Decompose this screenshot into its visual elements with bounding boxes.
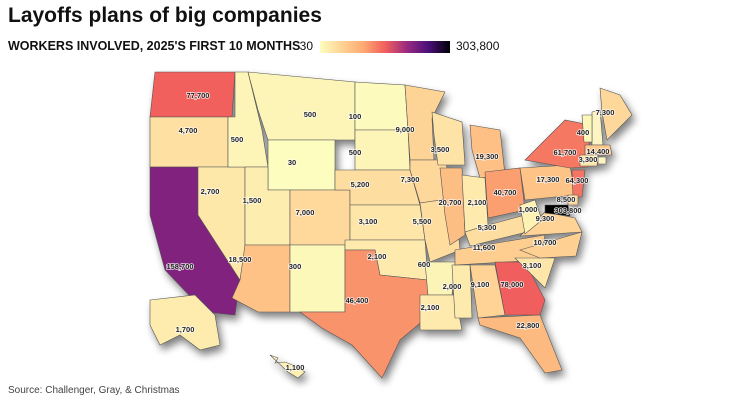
state [599, 87, 633, 141]
state-value-label: 9,100 [471, 280, 490, 289]
state-value-label: 64,300 [566, 176, 589, 185]
state-value-label: 7,300 [401, 175, 420, 184]
state-value-label: 40,700 [494, 188, 517, 197]
state-value-label: 30 [288, 158, 296, 167]
title: Layoffs plans of big companies [8, 4, 322, 27]
state [267, 139, 336, 191]
state [354, 81, 409, 131]
state [567, 194, 579, 206]
state-value-label: 61,700 [554, 148, 577, 157]
state [477, 314, 563, 374]
state [431, 111, 466, 166]
state-value-label: 46,400 [346, 296, 369, 305]
state-value-label: 500 [349, 148, 362, 157]
state-value-label: 158,700 [166, 262, 193, 271]
state [354, 129, 411, 171]
state-value-label: 78,000 [501, 280, 524, 289]
state-value-label: 19,300 [476, 152, 499, 161]
state-value-label: 1,000 [519, 205, 538, 214]
state-value-label: 400 [577, 128, 590, 137]
state-value-label: 2,700 [201, 187, 220, 196]
state-value-label: 11,600 [473, 243, 496, 252]
state-value-label: 7,000 [296, 208, 315, 217]
state-value-label: 7,300 [596, 108, 615, 117]
labels: 77,700 4,700 158,700 2,700 500 500 30 1,500 7,00… [166, 90, 616, 373]
state-value-label: 3,300 [579, 155, 598, 164]
subtitle: WORKERS INVOLVED, 2025'S FIRST 10 MONTHS [8, 39, 300, 53]
state-value-label: 5,300 [478, 223, 497, 232]
states [149, 71, 633, 379]
state [581, 114, 593, 143]
legend-bar [320, 41, 450, 53]
state [544, 204, 571, 217]
state [451, 264, 473, 319]
state-value-label: 1,100 [286, 363, 305, 372]
state-value-label: 9,000 [396, 125, 415, 134]
state [289, 189, 351, 246]
state-value-label: 3,100 [359, 217, 378, 226]
state [584, 144, 613, 156]
state [269, 354, 306, 379]
legend-min: 30 [300, 39, 314, 53]
state-value-label: 600 [418, 260, 431, 269]
state-value-label: 22,800 [517, 321, 540, 330]
state-value-label: 2,100 [368, 252, 387, 261]
state-value-label: 8,500 [557, 195, 576, 204]
state-value-label: 100 [349, 112, 362, 121]
state [519, 231, 583, 259]
state-value-label: 1,500 [243, 196, 262, 205]
state [299, 249, 431, 379]
state-value-label: 5,200 [351, 180, 370, 189]
state-value-label: 1,700 [176, 325, 195, 334]
state-value-label: 9,300 [536, 214, 555, 223]
state-value-label: 14,400 [587, 147, 610, 156]
state-value-label: 2,100 [421, 303, 440, 312]
state-value-label: 20,700 [439, 198, 462, 207]
state [419, 294, 463, 331]
legend-max: 303,800 [456, 39, 500, 53]
state [289, 244, 346, 313]
state-value-label: 2,100 [468, 198, 487, 207]
state-value-label: 5,500 [413, 217, 432, 226]
state-value-label: 17,300 [537, 175, 560, 184]
state [519, 199, 543, 235]
state-value-label: 18,500 [229, 255, 252, 264]
state-value-label: 3,500 [431, 145, 450, 154]
state-value-label: 500 [231, 135, 244, 144]
state [514, 257, 556, 289]
state-value-label: 10,700 [534, 238, 557, 247]
state-value-label: 2,000 [443, 282, 462, 291]
state [571, 169, 586, 198]
state-value-label: 77,700 [187, 91, 210, 100]
state [149, 294, 221, 351]
state-value-label: 300 [289, 262, 302, 271]
state-value-label: 3,100 [523, 261, 542, 270]
state [597, 156, 607, 165]
state [149, 116, 229, 168]
state-value-label: 500 [304, 110, 317, 119]
state [579, 154, 599, 167]
state-value-label: 303,800 [554, 206, 581, 215]
state [247, 71, 356, 141]
state [439, 167, 466, 246]
source: Source: Challenger, Gray, & Christmas [8, 385, 180, 396]
state-value-label: 4,700 [179, 126, 198, 135]
